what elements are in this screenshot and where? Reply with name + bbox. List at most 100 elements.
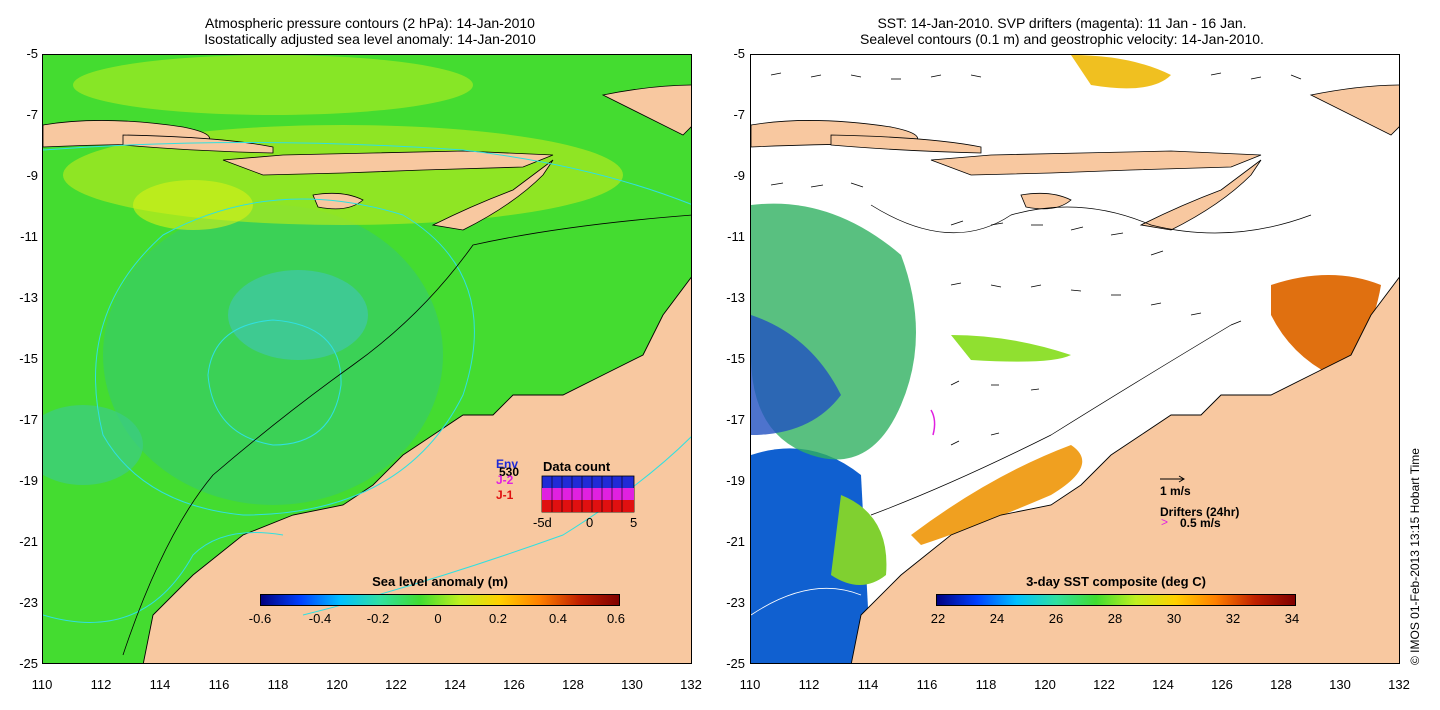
right-lon-label: 122 — [1093, 677, 1115, 692]
left-lat-label: -17 — [19, 412, 38, 427]
left-lon-label: 126 — [503, 677, 525, 692]
left-lat-label: -21 — [19, 534, 38, 549]
right-lon-label: 132 — [1388, 677, 1410, 692]
series-label-env: Env — [496, 457, 519, 471]
left-title-line1: Atmospheric pressure contours (2 hPa): 1… — [205, 15, 535, 31]
drifters-label: Drifters (24hr) — [1160, 505, 1240, 519]
sst-green-patch-south — [831, 495, 887, 585]
sst-colorbar-tick: 28 — [1107, 611, 1123, 626]
pressure-contour-2 — [95, 198, 475, 516]
left-lon-label: 124 — [444, 677, 466, 692]
left-lon-label: 132 — [680, 677, 702, 692]
left-lat-label: -5 — [26, 46, 38, 61]
sst-land-sumba — [1020, 192, 1072, 210]
pressure-contour-4 — [43, 532, 284, 623]
pressure-contour-3 — [207, 319, 342, 446]
left-title-line2: Isostatically adjusted sea level anomaly… — [204, 31, 536, 47]
anomaly-blob-min — [228, 270, 368, 360]
series-label-j1: J-1 — [496, 488, 514, 502]
right-lat-label: -19 — [726, 473, 745, 488]
right-lon-label: 114 — [857, 677, 879, 692]
drifter-track — [930, 409, 936, 436]
data-count-axis-end: 5 — [630, 515, 638, 530]
left-lat-label: -9 — [26, 168, 38, 183]
sla-colorbar-tick: 0.6 — [606, 611, 626, 626]
right-lat-label: -21 — [726, 534, 745, 549]
sst-warm-north — [1071, 55, 1171, 89]
right-lat-label: -11 — [727, 229, 745, 244]
sst-colorbar-tick: 26 — [1048, 611, 1064, 626]
sea-level-anomaly-svg — [43, 55, 691, 663]
right-lon-label: 128 — [1270, 677, 1292, 692]
sst-colorbar-tick: 34 — [1284, 611, 1300, 626]
left-lon-label: 116 — [208, 677, 230, 692]
left-lat-label: -19 — [19, 473, 38, 488]
right-lat-label: -5 — [733, 46, 745, 61]
velocity-scale-arrow-icon — [1160, 475, 1185, 483]
sst-colorbar-tick: 24 — [989, 611, 1005, 626]
right-lat-label: -9 — [733, 168, 745, 183]
right-lon-label: 126 — [1211, 677, 1233, 692]
right-panel-title: SST: 14-Jan-2010. SVP drifters (magenta)… — [752, 15, 1372, 47]
velocity-scale-label: 1 m/s — [1160, 484, 1191, 498]
right-lat-label: -13 — [726, 290, 745, 305]
right-lon-label: 112 — [798, 677, 820, 692]
sealevel-contour-2 — [870, 324, 1232, 516]
drifter-arrow-icon: > — [1161, 515, 1169, 529]
sst-green-patch-centre — [951, 335, 1071, 362]
sst-land-tanimbar — [1309, 84, 1399, 136]
sst-warm-coastal — [911, 445, 1083, 545]
sst-colorbar-tick: 32 — [1225, 611, 1241, 626]
sla-colorbar-tick: -0.6 — [248, 611, 272, 626]
left-lon-label: 112 — [90, 677, 112, 692]
sst-blue-patch-west — [751, 315, 841, 435]
left-panel-title: Atmospheric pressure contours (2 hPa): 1… — [60, 15, 680, 47]
left-lat-label: -7 — [26, 107, 38, 122]
sst-colorbar-tick: 22 — [930, 611, 946, 626]
left-lon-label: 110 — [31, 677, 53, 692]
pressure-contour-1 — [43, 142, 691, 205]
series-label-j2: J-2 — [496, 473, 514, 487]
left-lat-label: -15 — [19, 351, 38, 366]
left-lat-label: -13 — [19, 290, 38, 305]
left-lat-label: -25 — [19, 656, 38, 671]
sla-colorbar-tick: 0.2 — [488, 611, 508, 626]
velocity-arrows — [770, 72, 1302, 446]
left-lon-label: 130 — [621, 677, 643, 692]
land-timor — [431, 159, 554, 231]
sst-colorbar — [936, 594, 1296, 606]
right-lon-label: 124 — [1152, 677, 1174, 692]
anomaly-blob-west — [43, 405, 143, 485]
right-lat-label: -15 — [726, 351, 745, 366]
data-count-overlay-label: 530 — [499, 465, 520, 479]
right-lon-label: 130 — [1329, 677, 1351, 692]
sla-colorbar-tick: -0.4 — [308, 611, 332, 626]
data-count-axis-start: -5d — [533, 515, 552, 530]
right-lon-label: 120 — [1034, 677, 1056, 692]
left-lon-label: 120 — [326, 677, 348, 692]
right-lat-label: -23 — [726, 595, 745, 610]
sea-level-anomaly-map[interactable] — [42, 54, 692, 664]
right-lat-label: -17 — [726, 412, 745, 427]
right-lat-label: -25 — [726, 656, 745, 671]
right-title-line2: Sealevel contours (0.1 m) and geostrophi… — [860, 31, 1264, 47]
left-lon-label: 118 — [267, 677, 289, 692]
anomaly-blob-high-top — [73, 55, 473, 115]
right-lon-label: 118 — [975, 677, 997, 692]
land-australia — [142, 276, 691, 663]
sla-colorbar-tick: 0.4 — [548, 611, 568, 626]
right-lon-label: 116 — [916, 677, 938, 692]
left-lat-label: -23 — [19, 595, 38, 610]
right-lat-label: -7 — [733, 107, 745, 122]
sealevel-contour-3 — [751, 587, 862, 616]
drifter-speed-label: 0.5 m/s — [1180, 516, 1221, 530]
left-lon-label: 114 — [149, 677, 171, 692]
imos-credit: © IMOS 01-Feb-2013 13:15 Hobart Time — [1408, 448, 1422, 665]
data-count-axis-mid: 0 — [586, 515, 594, 530]
data-count-bars — [541, 475, 635, 513]
left-lon-label: 128 — [562, 677, 584, 692]
data-count-title: Data count — [543, 459, 611, 474]
sst-colorbar-tick: 30 — [1166, 611, 1182, 626]
sst-svg — [751, 55, 1399, 663]
sst-map[interactable] — [750, 54, 1400, 664]
